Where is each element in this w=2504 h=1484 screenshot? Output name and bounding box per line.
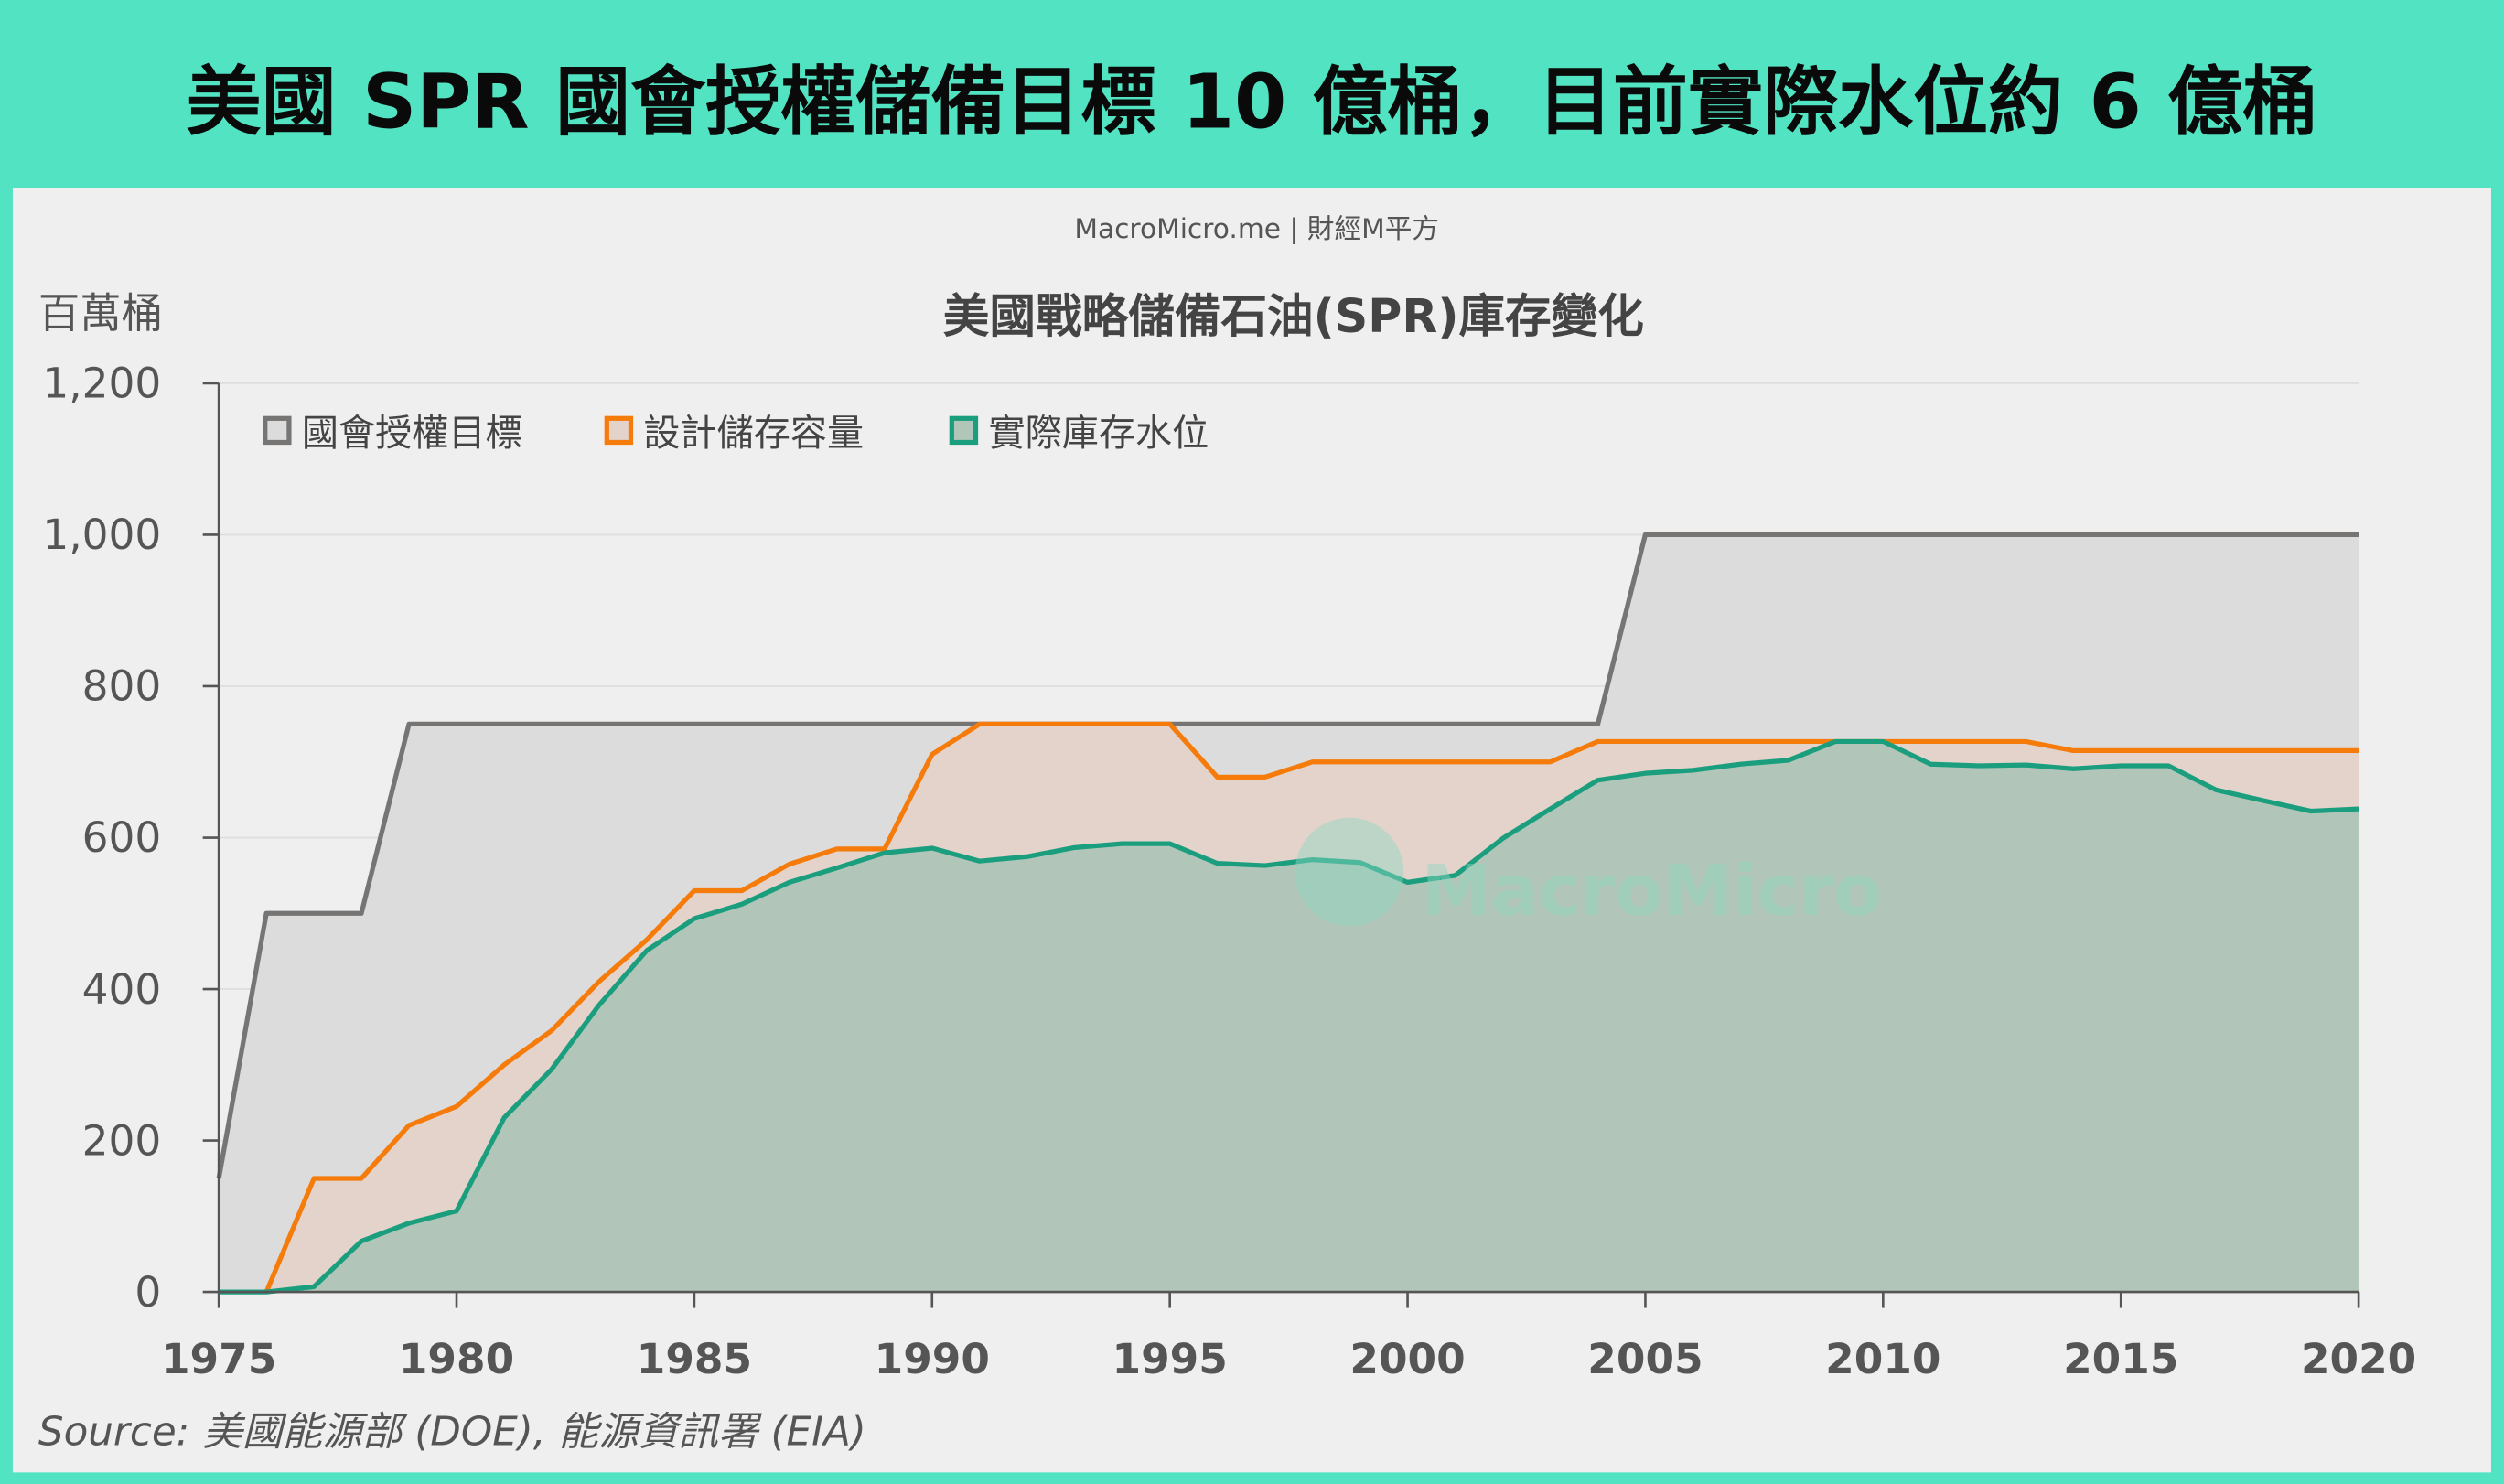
x-tick-label: 1985 [637, 1335, 752, 1383]
legend-swatch-actual-inventory[interactable] [949, 415, 979, 446]
y-tick-label: 1,000 [42, 511, 161, 559]
credit-text: MacroMicro.me | 財經M平方 [1074, 212, 1439, 245]
legend-label-authorized-target[interactable]: 國會授權目標 [302, 413, 522, 455]
x-tick-label: 2015 [2063, 1335, 2178, 1383]
x-tick-label: 2005 [1587, 1335, 1703, 1383]
legend-swatch-authorized-target[interactable] [263, 415, 292, 446]
source-note: Source: 美國能源部 (DOE), 能源資訊署 (EIA) [38, 1410, 866, 1456]
x-tick-label: 2020 [2301, 1335, 2416, 1383]
headline: 美國 SPR 國會授權儲備目標 10 億桶，目前實際水位約 6 億桶 [186, 58, 2318, 146]
y-tick-label: 200 [82, 1116, 162, 1165]
x-tick-label: 1980 [399, 1335, 514, 1383]
y-tick-label: 400 [82, 965, 162, 1014]
y-tick-label: 0 [134, 1268, 161, 1317]
watermark-logo: MacroMicro [1295, 817, 1882, 932]
y-tick-label: 800 [82, 662, 162, 711]
x-tick-label: 2000 [1349, 1335, 1465, 1383]
actual-inventory-area [219, 741, 2359, 1293]
actual-inventory-line [219, 738, 2359, 1295]
x-tick-label: 2010 [1825, 1335, 1940, 1383]
y-axis-label: 百萬桶 [38, 289, 163, 338]
watermark-text: MacroMicro [1421, 851, 1881, 932]
legend: 國會授權目標 設計儲存容量 實際庫存水位 [263, 413, 1209, 455]
chart-title: 美國戰略儲備石油(SPR)庫存變化 [943, 289, 1644, 343]
legend-label-actual-inventory[interactable]: 實際庫存水位 [988, 413, 1209, 455]
x-tick-label: 1995 [1112, 1335, 1228, 1383]
y-tick-label: 1,200 [42, 360, 161, 408]
watermark-circle-icon [1295, 817, 1404, 927]
authorized-target-line [216, 532, 2359, 1179]
x-tick-label: 1990 [875, 1335, 990, 1383]
y-tick-label: 600 [82, 813, 162, 862]
x-tick-label: 1975 [161, 1335, 276, 1383]
legend-swatch-design-capacity[interactable] [604, 415, 634, 446]
legend-label-design-capacity[interactable]: 設計儲存容量 [643, 413, 864, 455]
